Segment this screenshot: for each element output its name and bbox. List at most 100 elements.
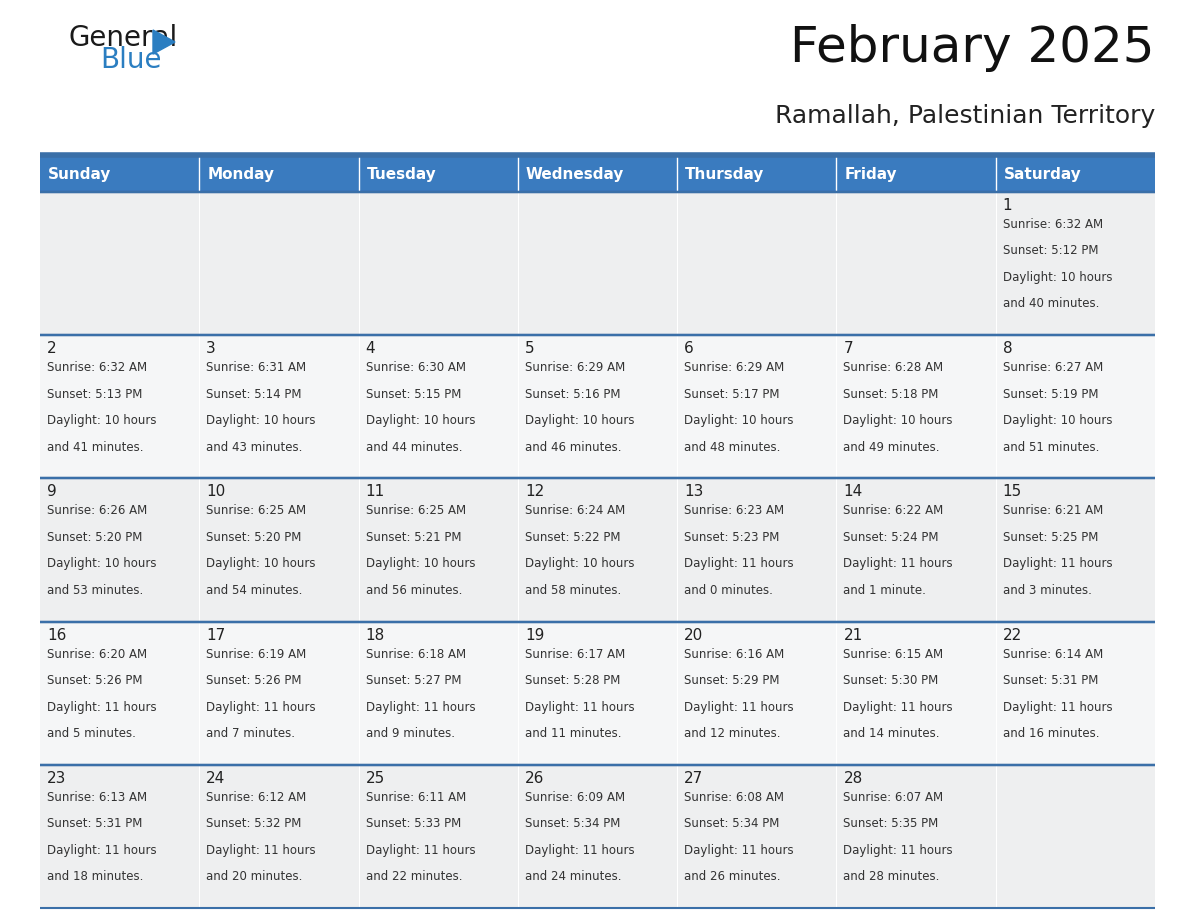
Text: and 11 minutes.: and 11 minutes. [525,727,621,740]
Text: and 49 minutes.: and 49 minutes. [843,441,940,453]
Text: 20: 20 [684,628,703,643]
Text: 7: 7 [843,341,853,356]
Text: and 1 minute.: and 1 minute. [843,584,927,597]
Text: Daylight: 11 hours: Daylight: 11 hours [525,700,634,713]
Text: 17: 17 [207,628,226,643]
Bar [996,478,1155,621]
Bar [40,478,200,621]
Text: and 0 minutes.: and 0 minutes. [684,584,773,597]
Text: Sunrise: 6:17 AM: Sunrise: 6:17 AM [525,647,625,661]
Text: Daylight: 10 hours: Daylight: 10 hours [525,414,634,427]
Text: and 14 minutes.: and 14 minutes. [843,727,940,740]
Text: Sunrise: 6:29 AM: Sunrise: 6:29 AM [525,361,625,375]
Text: and 20 minutes.: and 20 minutes. [207,870,303,883]
Bar [200,157,359,192]
Text: Sunrise: 6:27 AM: Sunrise: 6:27 AM [1003,361,1102,375]
Text: General: General [68,24,177,52]
Bar [836,765,996,908]
Text: and 9 minutes.: and 9 minutes. [366,727,455,740]
Text: Sunrise: 6:15 AM: Sunrise: 6:15 AM [843,647,943,661]
Text: Daylight: 11 hours: Daylight: 11 hours [207,844,316,856]
Text: and 18 minutes.: and 18 minutes. [48,870,144,883]
Bar [40,621,200,765]
Text: Saturday: Saturday [1004,167,1081,182]
Text: 24: 24 [207,771,226,786]
Text: Sunrise: 6:31 AM: Sunrise: 6:31 AM [207,361,307,375]
Bar [359,157,518,192]
Text: and 16 minutes.: and 16 minutes. [1003,727,1099,740]
Text: Sunset: 5:18 PM: Sunset: 5:18 PM [843,387,939,400]
Text: 12: 12 [525,485,544,499]
Text: Daylight: 11 hours: Daylight: 11 hours [1003,557,1112,570]
Text: 22: 22 [1003,628,1022,643]
Text: Sunset: 5:20 PM: Sunset: 5:20 PM [207,531,302,543]
Text: 6: 6 [684,341,694,356]
Bar [40,157,200,192]
Text: Sunrise: 6:25 AM: Sunrise: 6:25 AM [366,504,466,518]
Bar [677,478,836,621]
Bar [200,335,359,478]
Bar [996,765,1155,908]
Text: 21: 21 [843,628,862,643]
Text: Daylight: 11 hours: Daylight: 11 hours [843,700,953,713]
Text: Sunday: Sunday [48,167,112,182]
Text: Monday: Monday [207,167,274,182]
Text: Sunrise: 6:18 AM: Sunrise: 6:18 AM [366,647,466,661]
Text: and 44 minutes.: and 44 minutes. [366,441,462,453]
Text: 27: 27 [684,771,703,786]
Text: Tuesday: Tuesday [367,167,436,182]
Text: Daylight: 11 hours: Daylight: 11 hours [1003,700,1112,713]
Text: 25: 25 [366,771,385,786]
Text: 8: 8 [1003,341,1012,356]
Text: and 48 minutes.: and 48 minutes. [684,441,781,453]
Bar [677,765,836,908]
Text: February 2025: February 2025 [790,24,1155,72]
Text: Daylight: 11 hours: Daylight: 11 hours [684,700,794,713]
Text: Sunset: 5:35 PM: Sunset: 5:35 PM [843,817,939,830]
Text: Daylight: 10 hours: Daylight: 10 hours [48,414,157,427]
Text: Ramallah, Palestinian Territory: Ramallah, Palestinian Territory [775,104,1155,128]
Text: 14: 14 [843,485,862,499]
Text: Sunrise: 6:07 AM: Sunrise: 6:07 AM [843,790,943,804]
Text: Daylight: 11 hours: Daylight: 11 hours [525,844,634,856]
Bar [677,192,836,335]
Text: Sunrise: 6:30 AM: Sunrise: 6:30 AM [366,361,466,375]
Text: Sunset: 5:31 PM: Sunset: 5:31 PM [48,817,143,830]
Text: Sunset: 5:23 PM: Sunset: 5:23 PM [684,531,779,543]
Bar [518,335,677,478]
Text: 10: 10 [207,485,226,499]
Text: 11: 11 [366,485,385,499]
Text: Thursday: Thursday [685,167,765,182]
Text: and 51 minutes.: and 51 minutes. [1003,441,1099,453]
Text: Daylight: 10 hours: Daylight: 10 hours [48,557,157,570]
Text: Sunrise: 6:28 AM: Sunrise: 6:28 AM [843,361,943,375]
Text: Sunrise: 6:21 AM: Sunrise: 6:21 AM [1003,504,1102,518]
Text: Friday: Friday [845,167,897,182]
Bar [359,335,518,478]
Bar [200,192,359,335]
Text: Daylight: 10 hours: Daylight: 10 hours [1003,271,1112,284]
Text: 5: 5 [525,341,535,356]
Text: Sunset: 5:29 PM: Sunset: 5:29 PM [684,674,779,687]
Text: Wednesday: Wednesday [526,167,624,182]
Bar [200,478,359,621]
Text: Sunset: 5:34 PM: Sunset: 5:34 PM [684,817,779,830]
Text: and 22 minutes.: and 22 minutes. [366,870,462,883]
Bar [40,192,200,335]
Text: and 7 minutes.: and 7 minutes. [207,727,296,740]
Text: Sunset: 5:28 PM: Sunset: 5:28 PM [525,674,620,687]
Text: Sunset: 5:14 PM: Sunset: 5:14 PM [207,387,302,400]
Text: Sunset: 5:12 PM: Sunset: 5:12 PM [1003,244,1098,257]
Bar [359,765,518,908]
Text: and 58 minutes.: and 58 minutes. [525,584,621,597]
Bar [996,621,1155,765]
Text: 26: 26 [525,771,544,786]
Text: Sunset: 5:21 PM: Sunset: 5:21 PM [366,531,461,543]
Bar [677,621,836,765]
Text: Sunset: 5:30 PM: Sunset: 5:30 PM [843,674,939,687]
Text: and 53 minutes.: and 53 minutes. [48,584,144,597]
Text: Sunset: 5:25 PM: Sunset: 5:25 PM [1003,531,1098,543]
Bar [836,192,996,335]
Bar [200,621,359,765]
Text: Daylight: 11 hours: Daylight: 11 hours [366,844,475,856]
